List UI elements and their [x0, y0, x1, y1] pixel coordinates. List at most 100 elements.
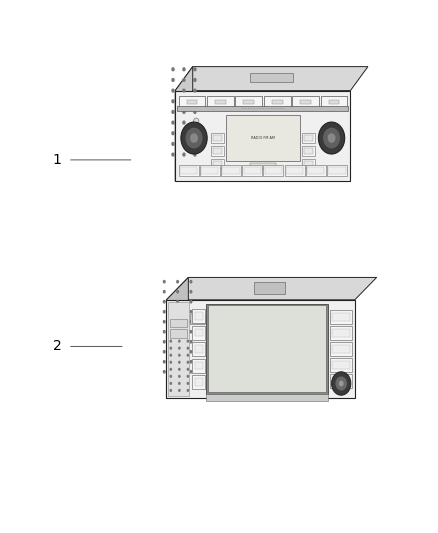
- Circle shape: [194, 133, 199, 140]
- Circle shape: [170, 340, 172, 343]
- Circle shape: [193, 142, 197, 146]
- FancyBboxPatch shape: [179, 165, 198, 176]
- Circle shape: [187, 389, 189, 392]
- Circle shape: [176, 290, 179, 294]
- Circle shape: [163, 280, 166, 284]
- FancyBboxPatch shape: [332, 377, 350, 385]
- FancyBboxPatch shape: [254, 282, 285, 294]
- Circle shape: [176, 350, 179, 353]
- FancyBboxPatch shape: [244, 100, 254, 104]
- FancyBboxPatch shape: [211, 146, 224, 156]
- Circle shape: [178, 375, 180, 378]
- Circle shape: [171, 142, 175, 146]
- Circle shape: [189, 280, 192, 284]
- FancyBboxPatch shape: [330, 310, 352, 324]
- Circle shape: [171, 78, 175, 82]
- Circle shape: [170, 368, 172, 371]
- Circle shape: [318, 122, 345, 154]
- FancyBboxPatch shape: [170, 329, 187, 338]
- Polygon shape: [166, 277, 188, 399]
- FancyBboxPatch shape: [215, 100, 226, 104]
- Circle shape: [189, 370, 192, 374]
- FancyBboxPatch shape: [304, 161, 313, 166]
- Circle shape: [171, 120, 175, 125]
- Circle shape: [176, 280, 179, 284]
- FancyBboxPatch shape: [223, 167, 240, 174]
- Circle shape: [182, 120, 186, 125]
- Circle shape: [171, 88, 175, 93]
- FancyBboxPatch shape: [307, 167, 325, 174]
- FancyBboxPatch shape: [285, 165, 304, 176]
- Circle shape: [182, 78, 186, 82]
- FancyBboxPatch shape: [195, 312, 203, 320]
- Circle shape: [178, 340, 180, 343]
- Circle shape: [163, 290, 166, 294]
- Circle shape: [171, 99, 175, 103]
- FancyBboxPatch shape: [192, 309, 205, 323]
- FancyBboxPatch shape: [175, 91, 350, 181]
- Circle shape: [189, 340, 192, 344]
- FancyBboxPatch shape: [179, 96, 205, 108]
- FancyBboxPatch shape: [166, 300, 355, 399]
- Circle shape: [170, 353, 172, 357]
- Circle shape: [181, 122, 207, 154]
- Circle shape: [193, 78, 197, 82]
- FancyBboxPatch shape: [330, 343, 352, 356]
- Circle shape: [176, 320, 179, 324]
- FancyBboxPatch shape: [242, 165, 262, 176]
- FancyBboxPatch shape: [195, 378, 203, 386]
- Circle shape: [178, 353, 180, 357]
- Circle shape: [189, 290, 192, 294]
- FancyBboxPatch shape: [170, 319, 187, 327]
- Circle shape: [170, 382, 172, 385]
- Circle shape: [176, 330, 179, 334]
- FancyBboxPatch shape: [292, 96, 319, 108]
- FancyBboxPatch shape: [208, 305, 326, 392]
- Circle shape: [187, 361, 189, 364]
- Circle shape: [178, 368, 180, 371]
- Polygon shape: [175, 67, 368, 91]
- Circle shape: [176, 340, 179, 344]
- Circle shape: [193, 110, 197, 114]
- FancyBboxPatch shape: [321, 96, 347, 108]
- Circle shape: [339, 381, 343, 386]
- FancyBboxPatch shape: [330, 374, 352, 388]
- Circle shape: [193, 88, 197, 93]
- FancyBboxPatch shape: [286, 167, 303, 174]
- FancyBboxPatch shape: [332, 313, 350, 321]
- FancyBboxPatch shape: [304, 135, 313, 141]
- FancyBboxPatch shape: [201, 167, 219, 174]
- FancyBboxPatch shape: [332, 329, 350, 337]
- FancyBboxPatch shape: [190, 314, 205, 324]
- FancyBboxPatch shape: [330, 326, 352, 340]
- Circle shape: [178, 382, 180, 385]
- Circle shape: [163, 350, 166, 353]
- Circle shape: [182, 67, 186, 71]
- FancyBboxPatch shape: [195, 329, 203, 336]
- Circle shape: [170, 346, 172, 350]
- Circle shape: [163, 300, 166, 304]
- Circle shape: [176, 310, 179, 313]
- FancyBboxPatch shape: [195, 345, 203, 353]
- Circle shape: [189, 360, 192, 364]
- Text: 2: 2: [53, 340, 61, 353]
- Circle shape: [189, 330, 192, 334]
- Circle shape: [178, 389, 180, 392]
- Circle shape: [182, 131, 186, 135]
- Circle shape: [163, 330, 166, 334]
- FancyBboxPatch shape: [200, 165, 220, 176]
- Circle shape: [187, 346, 189, 350]
- Circle shape: [178, 346, 180, 350]
- Circle shape: [171, 110, 175, 114]
- FancyBboxPatch shape: [207, 96, 234, 108]
- FancyBboxPatch shape: [211, 159, 224, 168]
- Circle shape: [193, 152, 197, 157]
- Circle shape: [170, 361, 172, 364]
- Circle shape: [328, 133, 336, 143]
- Circle shape: [193, 67, 197, 71]
- FancyBboxPatch shape: [221, 165, 241, 176]
- FancyBboxPatch shape: [177, 106, 348, 111]
- FancyBboxPatch shape: [206, 304, 328, 393]
- Circle shape: [187, 353, 189, 357]
- Circle shape: [187, 382, 189, 385]
